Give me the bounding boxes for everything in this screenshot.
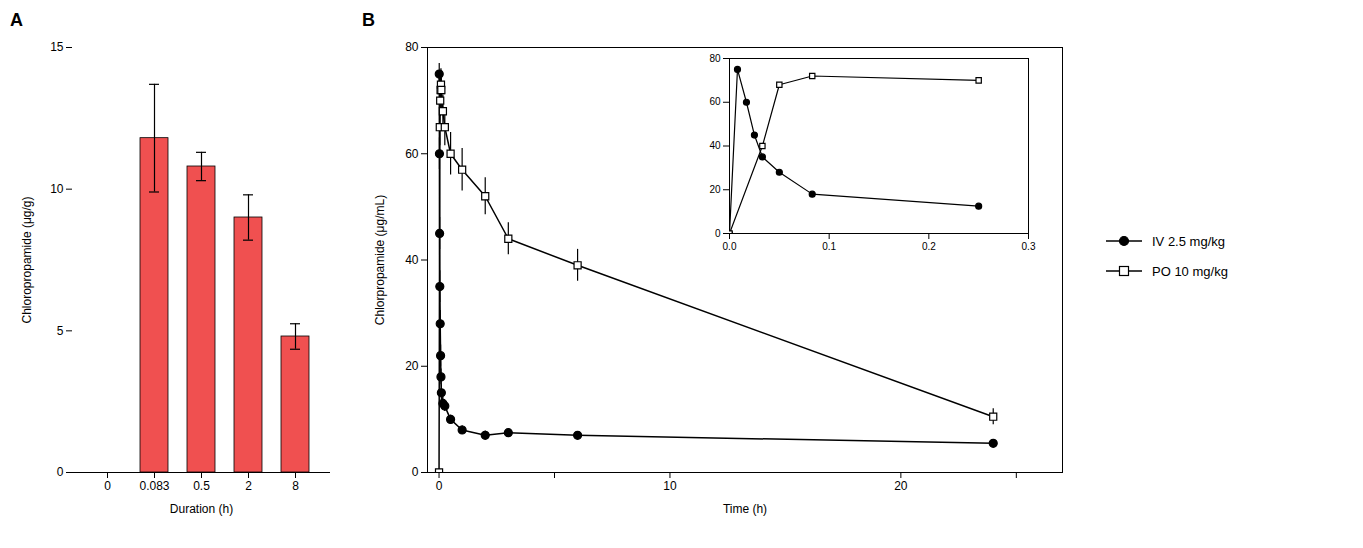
svg-text:0.5: 0.5 (193, 479, 210, 493)
svg-text:0: 0 (715, 228, 721, 239)
svg-text:80: 80 (405, 40, 419, 54)
svg-text:20: 20 (709, 184, 721, 195)
svg-text:40: 40 (405, 253, 419, 267)
html-text:IV 2.5 mg/kg: IV 2.5 mg/kg (1152, 233, 1225, 249)
svg-text:60: 60 (405, 147, 419, 161)
html-text:B: B (362, 10, 375, 30)
svg-text:15: 15 (50, 40, 64, 54)
svg-text:Time (h): Time (h) (723, 502, 767, 516)
svg-text:0.0: 0.0 (723, 241, 737, 252)
svg-text:10: 10 (50, 182, 64, 196)
svg-text:40: 40 (709, 140, 721, 151)
svg-text:20: 20 (405, 359, 419, 373)
svg-text:0.3: 0.3 (1022, 241, 1036, 252)
svg-text:20: 20 (894, 479, 908, 493)
svg-text:0.1: 0.1 (822, 241, 836, 252)
html-text:PO 10 mg/kg: PO 10 mg/kg (1152, 263, 1228, 279)
svg-text:0: 0 (57, 465, 64, 479)
svg-text:10: 10 (663, 479, 677, 493)
svg-text:8: 8 (292, 479, 299, 493)
svg-text:5: 5 (57, 324, 64, 338)
svg-text:0: 0 (436, 479, 443, 493)
html-text:A: A (10, 10, 23, 30)
svg-text:0.083: 0.083 (139, 479, 169, 493)
svg-text:2: 2 (245, 479, 252, 493)
svg-text:Duration (h): Duration (h) (170, 502, 233, 516)
svg-text:Chloropropamide (μg/g): Chloropropamide (μg/g) (20, 197, 34, 324)
svg-text:0.2: 0.2 (922, 241, 936, 252)
svg-text:80: 80 (709, 53, 721, 64)
svg-text:60: 60 (709, 96, 721, 107)
svg-text:0: 0 (412, 465, 419, 479)
svg-text:0: 0 (104, 479, 111, 493)
svg-text:Chlorpropamide (μg/mL): Chlorpropamide (μg/mL) (373, 195, 387, 325)
